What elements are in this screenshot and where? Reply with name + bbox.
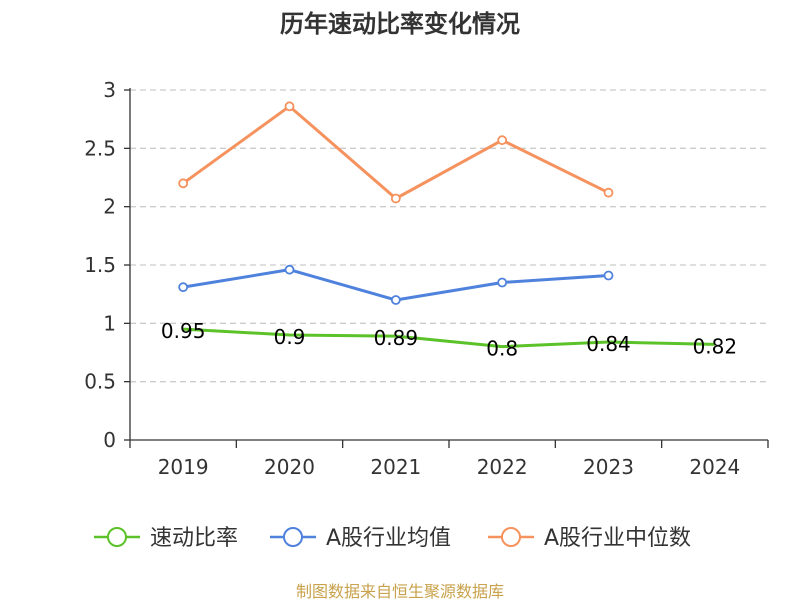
data-point [390,295,401,305]
series-2 [178,101,614,204]
data-label: 0.8 [486,337,518,361]
axes: 0 0.5 1 1.5 2 2.5 3 2019 2020 2021 2022 2023 2024 [84,78,769,479]
data-label: 0.9 [274,325,306,349]
legend[interactable]: 速动比率 A股行业均值 A股行业中位数 [94,526,691,551]
x-tick-label: 2022 [477,455,528,479]
x-tick-label: 2020 [264,455,315,479]
y-tick-label: 0 [103,428,116,452]
legend-item-1[interactable]: A股行业均值 [270,526,451,551]
chart-title: 历年速动比率变化情况 [280,10,520,38]
y-tick-label: 0.5 [84,370,116,394]
y-tick-label: 2 [103,195,116,219]
data-label: 0.95 [161,319,206,343]
series-line [183,327,715,349]
legend-item-0[interactable]: 速动比率 [94,526,238,551]
series-0 [183,327,715,349]
legend-marker [501,527,521,547]
data-point [497,135,508,146]
legend-marker [107,527,127,547]
data-point [497,277,508,288]
data-point [603,187,614,198]
y-tick-label: 3 [103,78,116,102]
legend-marker [283,527,303,547]
data-labels: 0.95 0.9 0.89 0.8 0.84 0.82 [161,319,737,361]
series-1 [178,264,614,305]
data-point [284,101,295,112]
data-point [178,178,189,189]
legend-label: A股行业均值 [326,526,451,551]
y-tick-label: 1 [103,311,116,335]
x-tick-label: 2024 [689,455,740,479]
y-tick-label: 1.5 [84,253,116,277]
data-label: 0.82 [693,334,738,358]
series-line [182,104,610,200]
x-tick-label: 2019 [158,455,209,479]
source-note: 制图数据来自恒生聚源数据库 [296,582,504,600]
data-label: 0.84 [586,332,631,356]
x-tick-label: 2023 [583,455,634,479]
data-point [603,270,614,281]
series-layer [178,101,715,349]
grid [130,89,768,383]
x-tick-label: 2021 [370,455,421,479]
legend-item-2[interactable]: A股行业中位数 [488,526,691,551]
y-tick-label: 2.5 [84,136,116,160]
legend-label: 速动比率 [150,526,238,551]
data-label: 0.89 [374,326,419,350]
data-point [284,264,295,275]
data-point [390,193,401,204]
legend-label: A股行业中位数 [544,526,691,551]
data-point [178,282,189,293]
